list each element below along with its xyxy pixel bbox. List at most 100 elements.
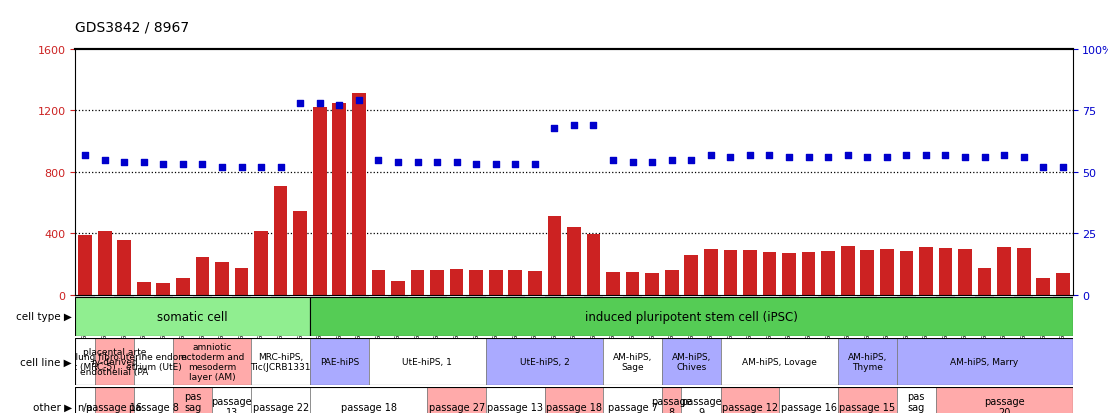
Bar bbox=[252, 338, 310, 385]
Bar bbox=[916, 295, 935, 297]
Point bbox=[213, 164, 230, 171]
Point bbox=[311, 100, 329, 107]
Bar bbox=[603, 295, 623, 297]
Bar bbox=[623, 295, 643, 297]
Bar bbox=[349, 295, 369, 297]
Bar bbox=[213, 387, 252, 413]
Bar bbox=[938, 249, 952, 295]
Text: cell line ▶: cell line ▶ bbox=[20, 356, 72, 367]
Text: AM-hiPS,
Chives: AM-hiPS, Chives bbox=[671, 352, 711, 371]
Text: passage 7: passage 7 bbox=[607, 401, 658, 412]
Text: placental arte
ry-derived
endothelial (PA: placental arte ry-derived endothelial (P… bbox=[80, 347, 148, 376]
Text: passage
9: passage 9 bbox=[680, 396, 721, 413]
Bar bbox=[134, 387, 173, 413]
Bar bbox=[156, 284, 171, 295]
Bar bbox=[371, 271, 386, 295]
Bar bbox=[428, 295, 447, 297]
Bar bbox=[232, 295, 252, 297]
Bar bbox=[724, 250, 737, 295]
Text: passage
20: passage 20 bbox=[984, 396, 1025, 413]
Bar bbox=[75, 338, 95, 385]
Point bbox=[780, 154, 798, 161]
Bar bbox=[603, 338, 661, 385]
Bar bbox=[547, 217, 562, 295]
Bar bbox=[310, 297, 1073, 336]
Bar bbox=[332, 103, 346, 295]
Point bbox=[936, 152, 954, 159]
Bar bbox=[896, 338, 1073, 385]
Text: n/a: n/a bbox=[78, 401, 93, 412]
Text: AM-hiPS, Lovage: AM-hiPS, Lovage bbox=[742, 357, 817, 366]
Bar bbox=[352, 94, 366, 295]
Bar bbox=[114, 295, 134, 297]
Point bbox=[741, 152, 759, 159]
Text: passage 8: passage 8 bbox=[129, 401, 178, 412]
Bar bbox=[1056, 274, 1069, 295]
Text: passage 16: passage 16 bbox=[780, 401, 837, 412]
Bar bbox=[134, 295, 154, 297]
Bar bbox=[606, 272, 619, 295]
Bar bbox=[935, 387, 1073, 413]
Bar bbox=[290, 295, 310, 297]
Point bbox=[839, 152, 856, 159]
Bar bbox=[505, 295, 525, 297]
Bar bbox=[720, 295, 740, 297]
Point bbox=[115, 159, 133, 166]
Bar bbox=[154, 295, 173, 297]
Point bbox=[135, 159, 153, 166]
Bar bbox=[486, 295, 505, 297]
Point bbox=[468, 162, 485, 169]
Point bbox=[330, 103, 348, 109]
Bar bbox=[369, 338, 486, 385]
Bar bbox=[799, 295, 819, 297]
Bar bbox=[1014, 295, 1034, 297]
Bar bbox=[294, 211, 307, 295]
Bar bbox=[235, 268, 248, 295]
Bar bbox=[408, 295, 428, 297]
Text: induced pluripotent stem cell (iPSC): induced pluripotent stem cell (iPSC) bbox=[585, 310, 798, 323]
Bar bbox=[173, 295, 193, 297]
Bar bbox=[704, 249, 718, 295]
Bar bbox=[861, 250, 874, 295]
Point bbox=[683, 157, 700, 164]
Point bbox=[956, 154, 974, 161]
Point bbox=[800, 154, 818, 161]
Point bbox=[644, 159, 661, 166]
Bar bbox=[821, 252, 835, 295]
Bar bbox=[858, 295, 878, 297]
Point bbox=[878, 154, 895, 161]
Bar bbox=[117, 240, 131, 295]
Text: passage 18: passage 18 bbox=[546, 401, 602, 412]
Bar bbox=[509, 270, 522, 295]
Bar bbox=[681, 295, 701, 297]
Point bbox=[233, 164, 250, 171]
Point bbox=[624, 159, 642, 166]
Bar bbox=[802, 252, 815, 295]
Bar bbox=[685, 255, 698, 295]
Text: cell type ▶: cell type ▶ bbox=[17, 311, 72, 322]
Text: passage
8: passage 8 bbox=[652, 396, 692, 413]
Bar bbox=[329, 295, 349, 297]
Text: somatic cell: somatic cell bbox=[157, 310, 228, 323]
Bar bbox=[900, 252, 913, 295]
Text: pas
sag
e 19: pas sag e 19 bbox=[905, 391, 926, 413]
Bar bbox=[450, 269, 463, 295]
Bar bbox=[1053, 295, 1073, 297]
Bar bbox=[643, 295, 661, 297]
Text: UtE-hiPS, 1: UtE-hiPS, 1 bbox=[402, 357, 452, 366]
Point bbox=[721, 154, 739, 161]
Text: AM-hiPS,
Thyme: AM-hiPS, Thyme bbox=[848, 352, 886, 371]
Bar bbox=[466, 295, 486, 297]
Bar bbox=[567, 228, 581, 295]
Point bbox=[409, 159, 427, 166]
Bar bbox=[545, 387, 603, 413]
Text: passage 12: passage 12 bbox=[721, 401, 778, 412]
Point bbox=[428, 159, 445, 166]
Bar bbox=[760, 295, 779, 297]
Bar bbox=[645, 273, 659, 295]
Bar bbox=[661, 338, 720, 385]
Text: passage 15: passage 15 bbox=[839, 401, 895, 412]
Bar bbox=[470, 270, 483, 295]
Bar bbox=[310, 387, 428, 413]
Bar bbox=[743, 251, 757, 295]
